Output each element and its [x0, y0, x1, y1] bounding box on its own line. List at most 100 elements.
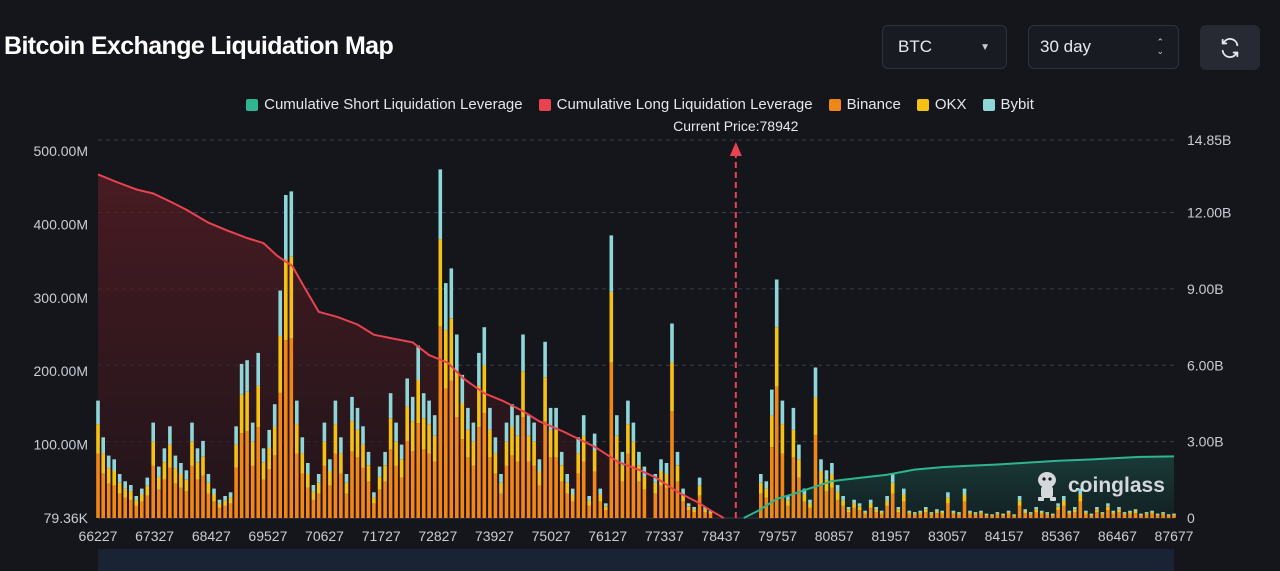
liquidation-bar[interactable]: [471, 422, 476, 518]
liquidation-bar[interactable]: [620, 451, 625, 518]
liquidation-bar[interactable]: [576, 437, 580, 518]
liquidation-bar[interactable]: [990, 514, 994, 518]
liquidation-bar[interactable]: [1155, 513, 1160, 518]
liquidation-bar[interactable]: [432, 415, 437, 518]
liquidation-bar[interactable]: [284, 195, 288, 518]
liquidation-bar[interactable]: [278, 290, 282, 519]
liquidation-bar[interactable]: [626, 400, 630, 518]
liquidation-bar[interactable]: [1023, 509, 1027, 518]
liquidation-bar[interactable]: [1089, 513, 1094, 518]
liquidation-bar[interactable]: [106, 455, 111, 518]
liquidation-bar[interactable]: [499, 474, 503, 518]
liquidation-bar[interactable]: [1045, 512, 1049, 518]
liquidation-bar[interactable]: [267, 429, 271, 518]
liquidation-bar[interactable]: [759, 474, 763, 518]
range-select[interactable]: 30 day ⌃ ⌄: [1028, 25, 1179, 69]
liquidation-bar[interactable]: [703, 507, 707, 518]
liquidation-bar[interactable]: [239, 363, 244, 518]
liquidation-bar[interactable]: [145, 477, 150, 518]
liquidation-bar[interactable]: [659, 459, 663, 518]
liquidation-bar[interactable]: [316, 474, 321, 518]
liquidation-bar[interactable]: [168, 426, 172, 518]
liquidation-bar[interactable]: [1100, 512, 1105, 518]
liquidation-bar[interactable]: [631, 422, 636, 518]
liquidation-bar[interactable]: [874, 507, 878, 518]
liquidation-bar[interactable]: [962, 488, 967, 518]
liquidation-bar[interactable]: [162, 448, 167, 518]
liquidation-bar[interactable]: [272, 404, 277, 518]
x-scrollbar-track[interactable]: [98, 549, 1174, 571]
liquidation-bar[interactable]: [797, 444, 801, 518]
liquidation-bar[interactable]: [1017, 496, 1022, 518]
liquidation-bar[interactable]: [1122, 512, 1127, 518]
liquidation-bar[interactable]: [1172, 513, 1176, 518]
liquidation-bar[interactable]: [664, 463, 669, 518]
liquidation-bar[interactable]: [399, 444, 404, 518]
liquidation-bar[interactable]: [1006, 510, 1011, 518]
liquidation-bar[interactable]: [333, 400, 338, 518]
liquidation-bar[interactable]: [212, 488, 216, 518]
liquidation-bar[interactable]: [770, 389, 774, 518]
liquidation-bar[interactable]: [565, 474, 569, 518]
liquidation-bar[interactable]: [515, 415, 520, 518]
liquidation-bar[interactable]: [1095, 507, 1099, 518]
liquidation-bar[interactable]: [642, 466, 647, 518]
liquidation-bar[interactable]: [223, 496, 227, 518]
liquidation-bar[interactable]: [879, 510, 884, 518]
liquidation-bar[interactable]: [581, 415, 586, 518]
liquidation-bar[interactable]: [559, 451, 564, 518]
liquidation-bar[interactable]: [206, 474, 211, 518]
liquidation-bar[interactable]: [421, 393, 426, 518]
liquidation-bar[interactable]: [493, 437, 498, 518]
liquidation-bar[interactable]: [984, 513, 989, 518]
liquidation-bar[interactable]: [96, 400, 100, 518]
liquidation-bar[interactable]: [190, 422, 194, 518]
liquidation-bar[interactable]: [554, 407, 558, 518]
liquidation-bar[interactable]: [372, 492, 376, 518]
liquidation-bar[interactable]: [686, 503, 691, 518]
liquidation-bar[interactable]: [548, 407, 553, 518]
liquidation-bar[interactable]: [786, 496, 790, 518]
liquidation-bar[interactable]: [637, 451, 641, 518]
liquidation-bar[interactable]: [300, 437, 305, 518]
liquidation-bar[interactable]: [929, 512, 934, 518]
liquidation-bar[interactable]: [830, 463, 834, 518]
liquidation-bar[interactable]: [482, 327, 487, 518]
legend-item-binance[interactable]: Binance: [828, 96, 901, 113]
liquidation-bar[interactable]: [477, 352, 481, 518]
liquidation-bar[interactable]: [1051, 513, 1055, 518]
liquidation-bar[interactable]: [902, 488, 906, 518]
liquidation-bar[interactable]: [1073, 507, 1077, 518]
liquidation-bar[interactable]: [173, 455, 178, 518]
legend-item-short[interactable]: Cumulative Short Liquidation Leverage: [246, 96, 523, 113]
liquidation-bar[interactable]: [444, 283, 448, 518]
liquidation-bar[interactable]: [521, 334, 525, 519]
liquidation-bar[interactable]: [604, 503, 608, 518]
liquidation-bar[interactable]: [1039, 510, 1044, 518]
liquidation-bar[interactable]: [841, 496, 845, 518]
liquidation-bar[interactable]: [195, 448, 200, 518]
liquidation-bar[interactable]: [112, 459, 116, 518]
liquidation-bar[interactable]: [377, 466, 382, 518]
liquidation-bar[interactable]: [835, 485, 840, 518]
liquidation-bar[interactable]: [979, 510, 983, 518]
liquidation-bar[interactable]: [466, 407, 470, 518]
liquidation-bar[interactable]: [261, 448, 266, 518]
liquidation-bar[interactable]: [449, 268, 454, 518]
liquidation-bar[interactable]: [526, 415, 531, 518]
liquidation-bar[interactable]: [609, 235, 614, 518]
liquidation-bar[interactable]: [328, 459, 332, 518]
liquidation-bar[interactable]: [587, 496, 591, 518]
liquidation-bar[interactable]: [885, 496, 889, 518]
liquidation-bar[interactable]: [868, 499, 873, 518]
liquidation-bar[interactable]: [802, 488, 807, 518]
liquidation-bar[interactable]: [306, 463, 310, 518]
liquidation-bar[interactable]: [813, 367, 818, 519]
liquidation-bar[interactable]: [427, 400, 431, 518]
liquidation-bar[interactable]: [890, 474, 895, 518]
liquidation-bar[interactable]: [289, 191, 294, 518]
legend-item-okx[interactable]: OKX: [916, 96, 967, 113]
liquidation-bar[interactable]: [1078, 488, 1083, 518]
liquidation-bar[interactable]: [1166, 514, 1171, 518]
liquidation-bar[interactable]: [339, 437, 343, 518]
